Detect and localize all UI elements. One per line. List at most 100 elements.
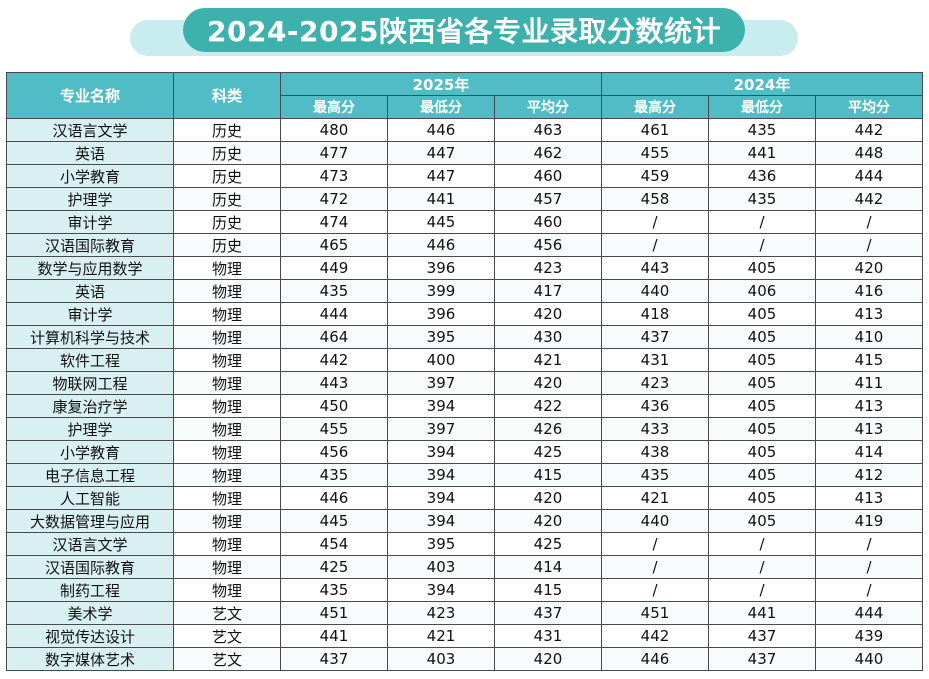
score-2025-max: 437 xyxy=(280,647,388,671)
score-2025-avg: 415 xyxy=(494,578,602,602)
header-year-2024: 2024年 xyxy=(601,72,923,96)
score-2024-avg: / xyxy=(815,532,923,556)
score-2024-max: 451 xyxy=(601,601,709,625)
score-2025-avg: 415 xyxy=(494,463,602,487)
score-2024-max: 435 xyxy=(601,463,709,487)
type-cell: 物理 xyxy=(173,371,281,395)
score-2024-avg: 415 xyxy=(815,348,923,372)
score-2024-avg: 442 xyxy=(815,187,923,211)
score-2025-max: 480 xyxy=(280,118,388,142)
score-2024-max: 437 xyxy=(601,325,709,349)
table-row: 制药工程 物理 435 394 415// / xyxy=(6,578,923,602)
major-cell: 数学与应用数学 xyxy=(6,256,174,280)
score-2025-max: 450 xyxy=(280,394,388,418)
major-cell: 人工智能 xyxy=(6,486,174,510)
admission-score-table: 专业名称 科类 2025年 2024年 最高分 最低分 平均分 最高分 最低分 … xyxy=(6,72,923,671)
table-row: 汉语国际教育 物理 425 403 414// / xyxy=(6,555,923,579)
score-2025-max: 435 xyxy=(280,279,388,303)
score-2025-min: 394 xyxy=(387,440,495,464)
major-cell: 物联网工程 xyxy=(6,371,174,395)
page-title: 2024-2025陕西省各专业录取分数统计 xyxy=(183,8,745,52)
score-2025-min: 396 xyxy=(387,256,495,280)
score-2024-avg: 412 xyxy=(815,463,923,487)
major-cell: 审计学 xyxy=(6,210,174,234)
score-2024-avg: 413 xyxy=(815,486,923,510)
score-2025-max: 443 xyxy=(280,371,388,395)
score-2025-avg: 420 xyxy=(494,647,602,671)
score-2025-max: 441 xyxy=(280,624,388,648)
table-row: 英语 历史 477 447 462 455 441 448 xyxy=(6,141,923,165)
score-2024-min: 406 xyxy=(708,279,816,303)
score-2024-max: 461 xyxy=(601,118,709,142)
score-2024-avg: 416 xyxy=(815,279,923,303)
score-2025-max: 449 xyxy=(280,256,388,280)
score-2024-min: 405 xyxy=(708,440,816,464)
major-cell: 康复治疗学 xyxy=(6,394,174,418)
type-cell: 历史 xyxy=(173,141,281,165)
table-row: 康复治疗学 物理 450 394 422 436 405 413 xyxy=(6,394,923,418)
score-2024-min: 437 xyxy=(708,624,816,648)
score-2024-min: 436 xyxy=(708,164,816,188)
header-year-2025: 2025年 xyxy=(280,72,602,96)
score-2024-avg: 419 xyxy=(815,509,923,533)
score-2024-avg: 440 xyxy=(815,647,923,671)
score-2024-avg: 411 xyxy=(815,371,923,395)
score-2024-max: / xyxy=(601,532,709,556)
major-cell: 美术学 xyxy=(6,601,174,625)
title-banner: 2024-2025陕西省各专业录取分数统计 xyxy=(0,0,929,62)
type-cell: 物理 xyxy=(173,325,281,349)
type-cell: 艺文 xyxy=(173,601,281,625)
major-cell: 英语 xyxy=(6,279,174,303)
score-2024-min: 405 xyxy=(708,486,816,510)
score-2025-max: 442 xyxy=(280,348,388,372)
score-2024-min: / xyxy=(708,233,816,257)
header-2025-avg: 平均分 xyxy=(494,95,602,119)
score-2025-max: 472 xyxy=(280,187,388,211)
score-2024-avg: / xyxy=(815,210,923,234)
score-2025-max: 456 xyxy=(280,440,388,464)
score-2024-min: 405 xyxy=(708,348,816,372)
type-cell: 物理 xyxy=(173,509,281,533)
score-2025-min: 441 xyxy=(387,187,495,211)
major-cell: 软件工程 xyxy=(6,348,174,372)
table-row: 物联网工程 物理 443 397 420 423 405 411 xyxy=(6,371,923,395)
score-2025-min: 445 xyxy=(387,210,495,234)
score-2025-min: 394 xyxy=(387,486,495,510)
score-2024-min: / xyxy=(708,555,816,579)
score-2025-min: 395 xyxy=(387,325,495,349)
type-cell: 物理 xyxy=(173,348,281,372)
score-2025-max: 465 xyxy=(280,233,388,257)
table-header: 专业名称 科类 2025年 2024年 最高分 最低分 平均分 最高分 最低分 … xyxy=(6,72,923,119)
score-2025-min: 399 xyxy=(387,279,495,303)
type-cell: 历史 xyxy=(173,187,281,211)
score-2025-max: 435 xyxy=(280,578,388,602)
major-cell: 审计学 xyxy=(6,302,174,326)
score-2024-min: 437 xyxy=(708,647,816,671)
type-cell: 物理 xyxy=(173,256,281,280)
score-2024-max: 440 xyxy=(601,509,709,533)
type-cell: 物理 xyxy=(173,463,281,487)
score-2025-min: 447 xyxy=(387,164,495,188)
score-2025-avg: 462 xyxy=(494,141,602,165)
table-row: 数学与应用数学 物理 449 396 423 443 405 420 xyxy=(6,256,923,280)
score-2024-min: / xyxy=(708,210,816,234)
score-2025-min: 397 xyxy=(387,417,495,441)
major-cell: 汉语国际教育 xyxy=(6,555,174,579)
score-2024-max: 421 xyxy=(601,486,709,510)
table-row: 数字媒体艺术 艺文 437 403 420 446 437 440 xyxy=(6,647,923,671)
score-2025-min: 447 xyxy=(387,141,495,165)
score-2025-max: 455 xyxy=(280,417,388,441)
type-cell: 物理 xyxy=(173,555,281,579)
type-cell: 历史 xyxy=(173,164,281,188)
score-2024-max: 418 xyxy=(601,302,709,326)
table-row: 软件工程 物理 442 400 421 431 405 415 xyxy=(6,348,923,372)
score-2024-max: 433 xyxy=(601,417,709,441)
score-2025-max: 474 xyxy=(280,210,388,234)
major-cell: 汉语言文学 xyxy=(6,532,174,556)
score-2024-avg: 420 xyxy=(815,256,923,280)
header-2024-min: 最低分 xyxy=(708,95,816,119)
score-2025-avg: 425 xyxy=(494,440,602,464)
score-2025-avg: 414 xyxy=(494,555,602,579)
major-cell: 小学教育 xyxy=(6,164,174,188)
score-2024-avg: 413 xyxy=(815,394,923,418)
